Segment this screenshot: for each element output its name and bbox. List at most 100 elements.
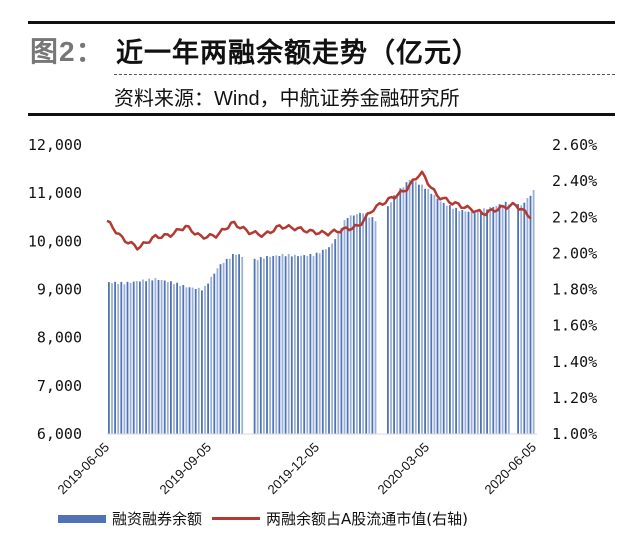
left-tick-label: 8,000 <box>37 329 82 347</box>
bar <box>405 182 408 434</box>
bar <box>126 281 129 434</box>
left-tick-label: 10,000 <box>28 232 82 250</box>
bar <box>108 282 110 434</box>
bar <box>325 249 327 434</box>
bar <box>117 284 120 434</box>
bar <box>148 278 151 434</box>
right-axis: 2.60% 2.40% 2.20% 2.00% 1.80% 1.60% 1.40% 1.20%… <box>552 136 597 443</box>
bar <box>452 208 454 434</box>
bar <box>253 258 256 434</box>
bar <box>449 205 451 434</box>
right-tick-label: 2.60% <box>552 136 597 154</box>
x-tick-label: 2020-06-05 <box>481 440 539 498</box>
bar <box>331 243 333 434</box>
bar <box>216 268 219 434</box>
bar <box>461 210 464 434</box>
bar <box>328 247 330 434</box>
bar <box>129 282 132 434</box>
bar <box>142 279 144 434</box>
bar <box>281 253 284 434</box>
right-tick-label: 1.20% <box>552 389 597 407</box>
bar <box>204 286 206 434</box>
bar <box>235 254 237 434</box>
bar <box>356 214 358 434</box>
bar <box>458 211 461 434</box>
bar <box>489 207 492 434</box>
legend-bar-swatch <box>58 514 106 523</box>
bar <box>359 212 361 434</box>
left-tick-label: 9,000 <box>37 281 82 299</box>
bar <box>476 210 479 434</box>
bar <box>173 284 175 434</box>
x-axis: 2019-06-05 2019-09-05 2019-12-05 2020-03-05… <box>54 440 539 498</box>
right-tick-label: 2.20% <box>552 208 597 226</box>
bar <box>464 211 467 434</box>
x-tick-label: 2019-09-05 <box>156 440 214 498</box>
figure-label: 图2： <box>30 36 105 67</box>
left-tick-label: 6,000 <box>37 425 82 443</box>
bar <box>297 256 299 434</box>
bar <box>188 287 191 434</box>
bar <box>213 273 216 434</box>
bar <box>532 190 535 434</box>
bar <box>483 208 485 434</box>
bar <box>179 286 182 434</box>
line-series-ratio <box>106 170 532 251</box>
bar <box>365 213 368 434</box>
bar <box>396 194 399 434</box>
bar <box>504 201 507 434</box>
bar <box>306 256 309 434</box>
x-tick-label: 2019-06-05 <box>54 440 112 498</box>
dashed-divider <box>114 74 615 75</box>
bar <box>340 228 343 434</box>
bar <box>349 215 352 434</box>
bar <box>430 193 433 434</box>
bar <box>445 205 448 434</box>
bar <box>393 195 395 434</box>
bar <box>135 281 138 434</box>
bar <box>517 204 519 434</box>
legend-line-label: 两融余额占A股流通市值(右轴) <box>266 510 468 528</box>
left-tick-label: 11,000 <box>28 184 82 202</box>
bar <box>424 188 426 434</box>
top-rule <box>28 21 615 24</box>
bar <box>287 254 290 434</box>
right-tick-label: 1.60% <box>552 317 597 335</box>
bar <box>315 252 318 434</box>
bar <box>238 254 240 434</box>
bar <box>160 280 163 434</box>
bar <box>362 213 364 434</box>
bar <box>334 239 337 434</box>
bar <box>312 256 315 434</box>
bar <box>309 254 312 434</box>
bar <box>201 290 203 434</box>
bar <box>321 249 324 434</box>
bar-series-margin-balance <box>108 180 535 434</box>
bar <box>284 256 287 434</box>
bar <box>492 206 495 434</box>
bar <box>210 276 213 434</box>
bar <box>387 206 389 434</box>
right-tick-label: 1.80% <box>552 281 597 299</box>
bar <box>256 260 259 434</box>
bar <box>374 221 377 434</box>
bar <box>427 188 430 434</box>
bar <box>154 278 157 434</box>
bar <box>414 181 417 434</box>
legend-line-swatch <box>212 517 261 520</box>
bar <box>439 201 442 434</box>
right-tick-label: 2.40% <box>552 172 597 190</box>
bar <box>318 253 321 434</box>
source-note: 资料来源：Wind，中航证券金融研究所 <box>114 88 460 110</box>
bar <box>228 258 231 434</box>
bar <box>185 287 188 434</box>
bar <box>123 284 126 434</box>
bar <box>225 258 228 434</box>
bar <box>166 282 169 434</box>
right-tick-label: 2.00% <box>552 244 597 262</box>
bar <box>300 255 302 434</box>
bar <box>120 281 123 434</box>
bar <box>411 180 414 434</box>
bar <box>433 194 436 434</box>
bar <box>191 287 194 434</box>
